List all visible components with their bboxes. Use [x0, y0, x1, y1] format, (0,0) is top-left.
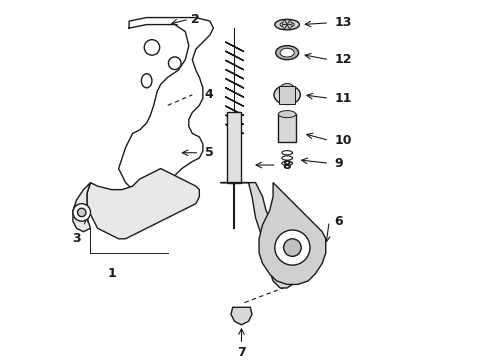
Wedge shape — [282, 24, 287, 29]
Ellipse shape — [278, 111, 296, 118]
Wedge shape — [282, 20, 287, 24]
Bar — [227, 112, 242, 183]
Wedge shape — [287, 20, 292, 24]
Circle shape — [144, 40, 160, 55]
Bar — [278, 114, 296, 142]
Polygon shape — [220, 183, 312, 288]
Text: 6: 6 — [335, 215, 343, 228]
Text: 1: 1 — [107, 267, 116, 280]
Bar — [279, 86, 295, 104]
Ellipse shape — [275, 19, 299, 30]
Polygon shape — [231, 307, 252, 325]
Ellipse shape — [274, 85, 300, 104]
Text: 8: 8 — [282, 158, 291, 172]
Text: 2: 2 — [191, 13, 199, 26]
Circle shape — [275, 230, 310, 265]
Ellipse shape — [142, 74, 152, 88]
Polygon shape — [87, 168, 199, 239]
Ellipse shape — [279, 84, 295, 99]
Wedge shape — [285, 20, 290, 24]
Text: 12: 12 — [335, 53, 352, 66]
Ellipse shape — [280, 22, 294, 27]
Text: 9: 9 — [335, 157, 343, 170]
Text: 4: 4 — [205, 88, 213, 101]
Circle shape — [284, 239, 301, 256]
Ellipse shape — [276, 46, 298, 60]
Text: 3: 3 — [72, 232, 81, 245]
Text: 7: 7 — [237, 346, 246, 359]
Circle shape — [73, 204, 91, 221]
Text: 13: 13 — [335, 16, 352, 29]
Polygon shape — [259, 183, 326, 284]
Text: 11: 11 — [335, 92, 352, 105]
Wedge shape — [287, 24, 292, 29]
Ellipse shape — [280, 48, 294, 57]
Wedge shape — [285, 24, 290, 30]
Text: 5: 5 — [205, 146, 213, 159]
Circle shape — [77, 208, 86, 217]
Text: 10: 10 — [335, 134, 352, 147]
Polygon shape — [73, 183, 91, 232]
Circle shape — [169, 57, 181, 69]
